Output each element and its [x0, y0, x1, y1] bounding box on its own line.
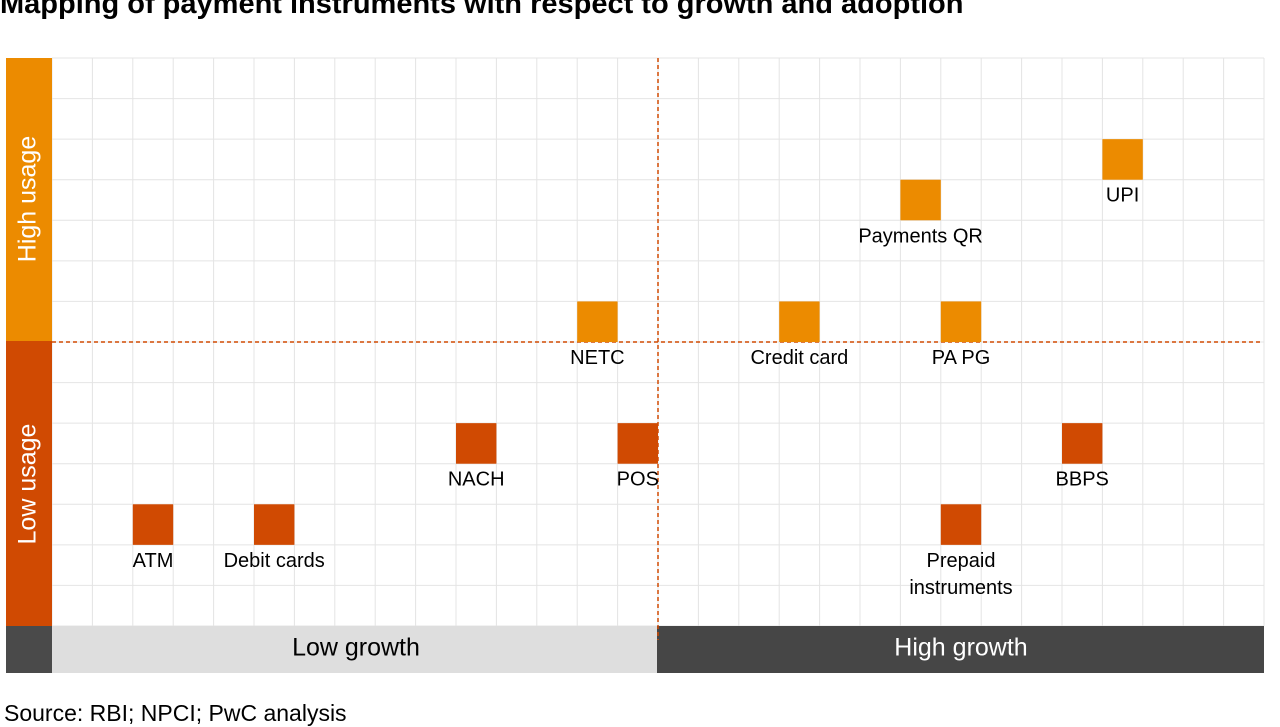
point-label-payments-qr: Payments QR [858, 225, 982, 247]
high-growth-label: High growth [894, 634, 1027, 662]
point-nach [456, 423, 497, 464]
point-label-pa-pg: PA PG [932, 347, 991, 369]
point-label-prepaid-instruments: Prepaid instruments [909, 550, 1012, 599]
point-label-debit-cards: Debit cards [224, 550, 325, 572]
point-label-atm: ATM [133, 550, 174, 572]
point-pa-pg [940, 301, 982, 342]
point-label-credit-card: Credit card [750, 347, 848, 369]
low-growth-band [52, 626, 657, 673]
point-atm [132, 504, 174, 545]
point-upi [1102, 139, 1143, 180]
point-bbps [1062, 423, 1103, 464]
low-usage-band [6, 341, 52, 626]
point-pos [617, 423, 658, 464]
point-credit-card [779, 301, 820, 342]
data-points: UPI Payments QR NETC Credit card PA PG NACH PO… [133, 139, 1143, 599]
low-growth-label: Low growth [292, 634, 420, 662]
chart-title: Mapping of payment instruments with resp… [0, 0, 964, 20]
axis-corner [6, 626, 52, 673]
point-label-netc: NETC [570, 347, 624, 369]
point-payments-qr [900, 179, 941, 221]
high-usage-band [6, 58, 52, 341]
point-netc [577, 301, 618, 342]
high-growth-band [657, 626, 1264, 673]
chart: High usage Low usage Low growth High gro… [6, 57, 1265, 673]
point-label-upi: UPI [1106, 185, 1139, 207]
point-prepaid-instruments [940, 504, 982, 545]
high-usage-label: High usage [14, 136, 42, 262]
point-label-pos: POS [617, 469, 659, 491]
source-note: Source: RBI; NPCI; PwC analysis [4, 700, 347, 726]
point-label-nach: NACH [448, 469, 505, 491]
point-debit-cards [254, 504, 295, 545]
low-usage-label: Low usage [14, 424, 42, 545]
point-label-bbps: BBPS [1056, 469, 1109, 491]
